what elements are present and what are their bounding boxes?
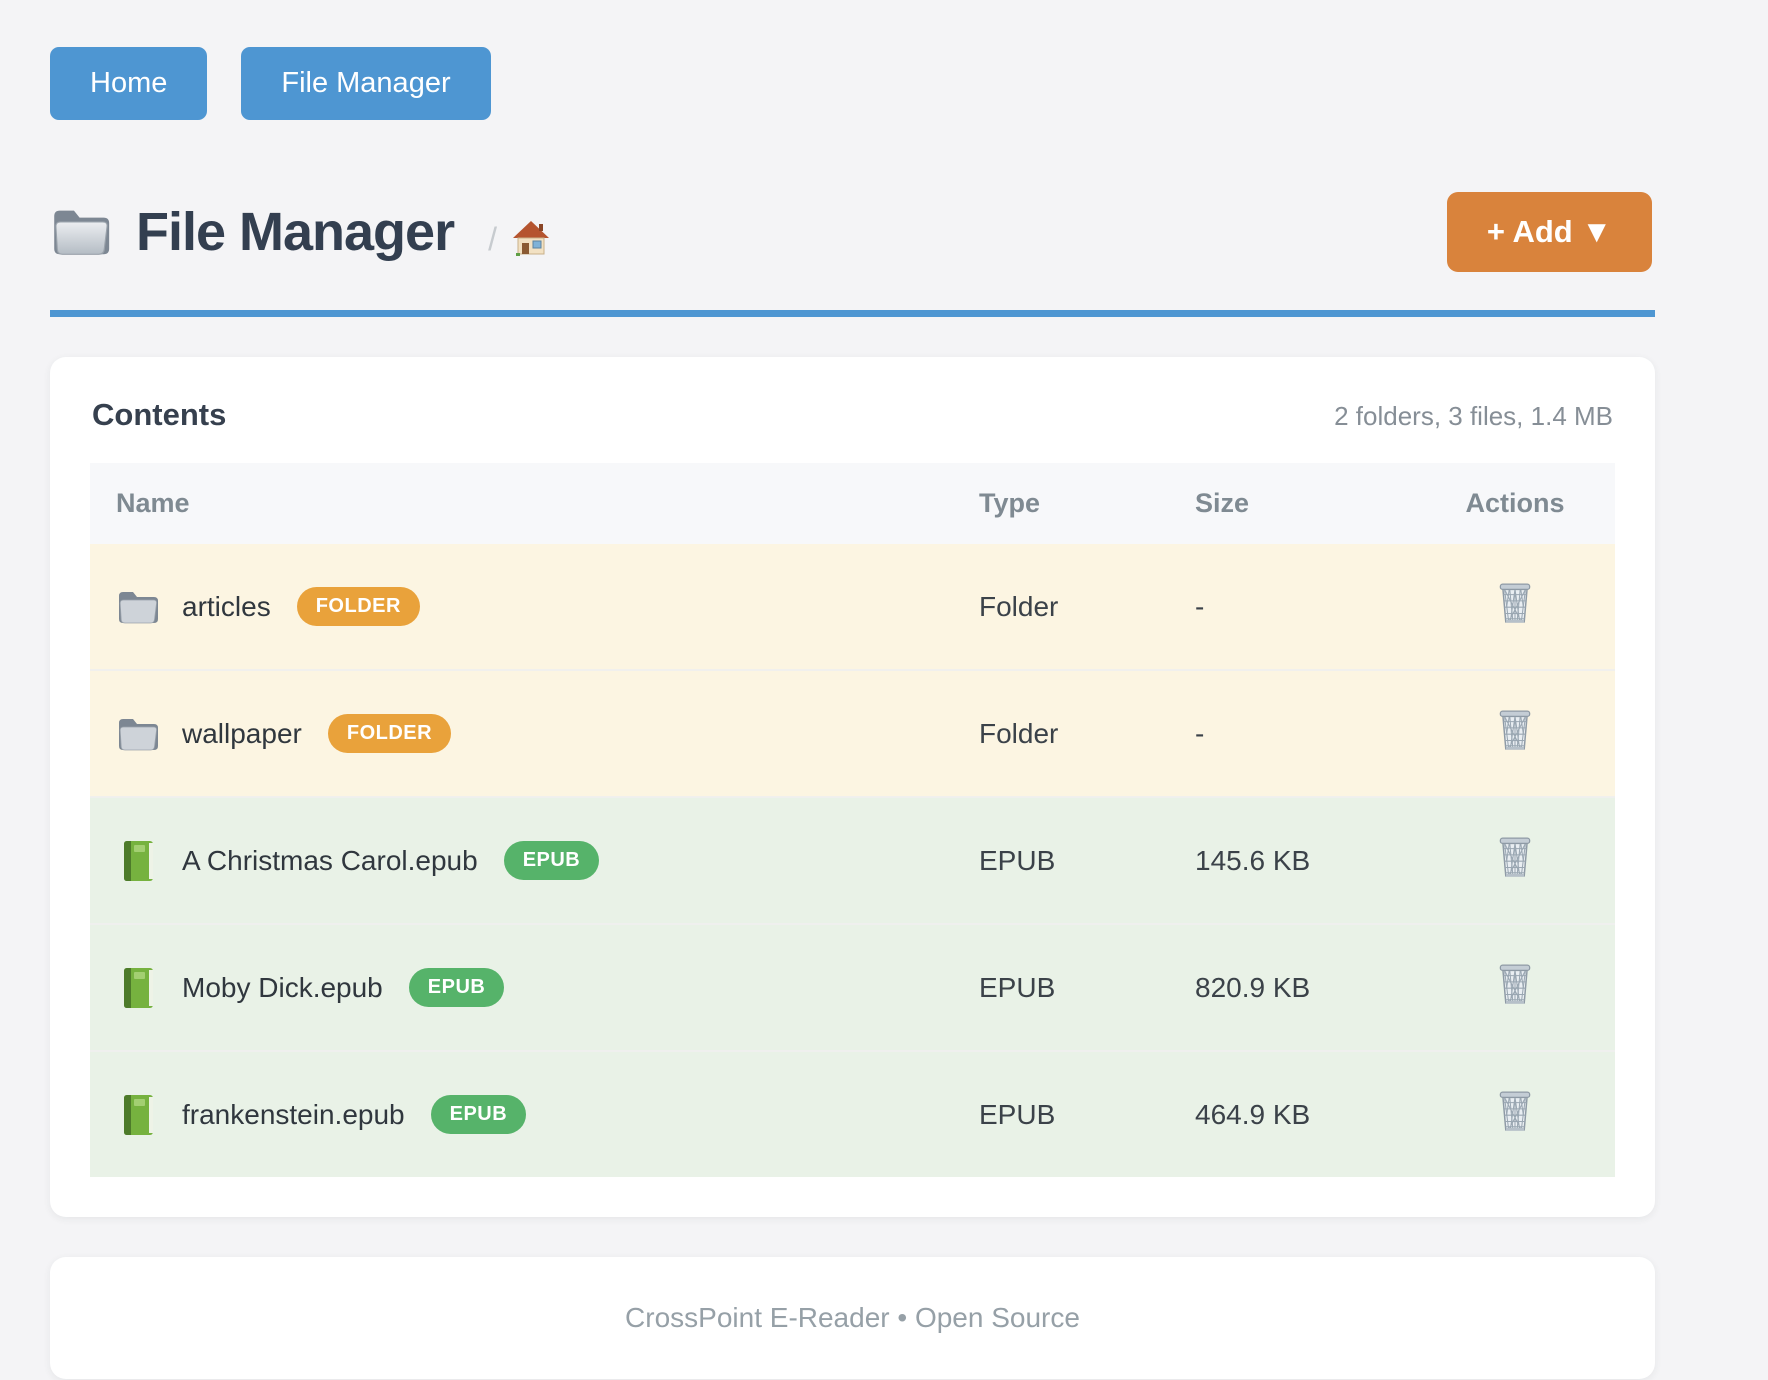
file-name[interactable]: Moby Dick.epub (182, 971, 383, 1003)
type-cell: EPUB (979, 844, 1056, 876)
top-nav: Home File Manager (50, 47, 1655, 120)
table-row[interactable]: Moby Dick.epub EPUB EPUB 820.9 KB (90, 924, 1615, 1051)
page-header: File Manager / + (50, 192, 1655, 272)
column-header-type: Type (953, 463, 1169, 544)
delete-button[interactable] (1496, 962, 1534, 1006)
type-cell: EPUB (979, 1098, 1056, 1130)
file-name[interactable]: frankenstein.epub (182, 1098, 405, 1130)
folder-icon (116, 585, 160, 629)
folder-icon (116, 712, 160, 756)
type-cell: Folder (979, 717, 1059, 749)
table-header-row: Name Type Size Actions (90, 463, 1615, 544)
trash-icon (1496, 710, 1534, 755)
type-badge: FOLDER (296, 587, 420, 626)
column-header-size: Size (1169, 463, 1415, 544)
footer-card: CrossPoint E-Reader • Open Source (50, 1257, 1655, 1379)
file-manager-button[interactable]: File Manager (241, 47, 491, 120)
add-button[interactable]: + Add ▼ (1446, 192, 1652, 272)
type-badge: EPUB (503, 841, 600, 880)
delete-button[interactable] (1496, 835, 1534, 879)
file-name[interactable]: A Christmas Carol.epub (182, 844, 478, 876)
table-body: articles FOLDER Folder - (90, 544, 1615, 1177)
type-badge: EPUB (408, 968, 505, 1007)
file-table: Name Type Size Actions articles (90, 463, 1615, 1177)
house-icon (511, 219, 551, 260)
page-title: File Manager (136, 202, 455, 262)
size-cell: 145.6 KB (1195, 844, 1311, 876)
book-icon (116, 839, 160, 883)
type-badge: EPUB (430, 1095, 527, 1134)
table-row[interactable]: wallpaper FOLDER Folder - (90, 670, 1615, 797)
delete-button[interactable] (1496, 1089, 1534, 1133)
folder-icon (50, 205, 112, 259)
breadcrumb-home-link[interactable] (511, 219, 551, 260)
breadcrumb-separator: / (488, 220, 497, 257)
footer-text: CrossPoint E-Reader • Open Source (625, 1302, 1080, 1333)
column-header-actions: Actions (1415, 463, 1615, 544)
book-icon (116, 1093, 160, 1137)
column-header-name: Name (90, 463, 953, 544)
file-name[interactable]: articles (182, 590, 271, 622)
type-cell: EPUB (979, 971, 1056, 1003)
title-underline (50, 310, 1655, 317)
table-row[interactable]: A Christmas Carol.epub EPUB EPUB 145.6 K… (90, 797, 1615, 924)
file-name[interactable]: wallpaper (182, 717, 302, 749)
trash-icon (1496, 964, 1534, 1009)
table-row[interactable]: frankenstein.epub EPUB EPUB 464.9 KB (90, 1051, 1615, 1177)
type-badge: FOLDER (327, 714, 452, 753)
contents-summary: 2 folders, 3 files, 1.4 MB (1334, 401, 1613, 431)
delete-button[interactable] (1496, 581, 1534, 625)
trash-icon (1496, 1091, 1534, 1136)
type-cell: Folder (979, 590, 1059, 622)
contents-card: Contents 2 folders, 3 files, 1.4 MB Name… (50, 357, 1655, 1217)
trash-icon (1496, 837, 1534, 882)
contents-title: Contents (92, 397, 227, 432)
size-cell: - (1195, 717, 1205, 749)
size-cell: - (1195, 590, 1205, 622)
size-cell: 820.9 KB (1195, 971, 1311, 1003)
delete-button[interactable] (1496, 708, 1534, 752)
book-icon (116, 966, 160, 1010)
home-button[interactable]: Home (50, 47, 208, 120)
size-cell: 464.9 KB (1195, 1098, 1311, 1130)
trash-icon (1496, 583, 1534, 628)
table-row[interactable]: articles FOLDER Folder - (90, 544, 1615, 670)
breadcrumb: / (488, 219, 551, 260)
